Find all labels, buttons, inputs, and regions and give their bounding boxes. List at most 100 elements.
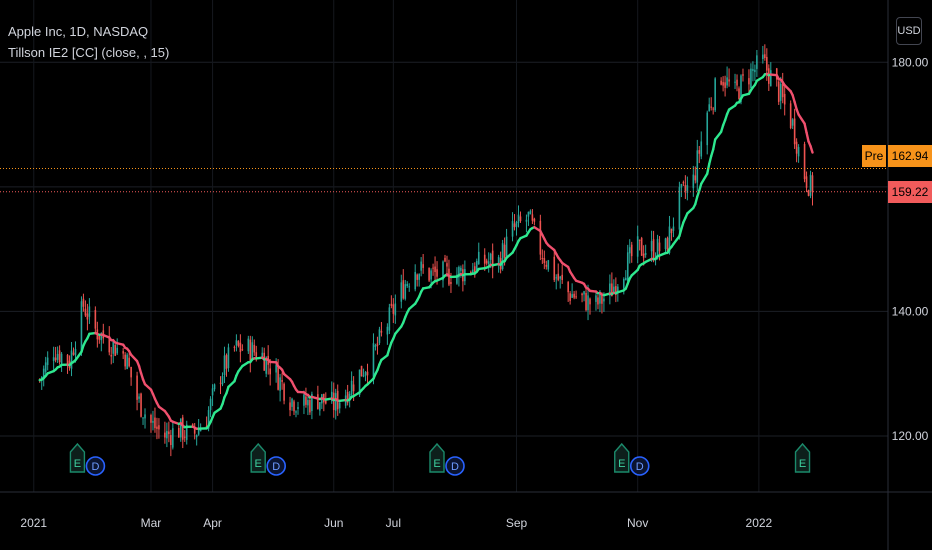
tillson-line: [38, 72, 814, 430]
candle-body: [491, 250, 494, 268]
tillson-segment: [783, 84, 792, 93]
candle-body: [418, 274, 420, 280]
candle-body: [664, 238, 667, 249]
candle-body: [116, 347, 119, 354]
candle-body: [567, 282, 569, 293]
candle-body: [803, 143, 806, 180]
earnings-letter: E: [433, 458, 440, 470]
candle-body: [420, 261, 422, 271]
candle-body: [571, 294, 573, 298]
candle-body: [736, 79, 738, 86]
earnings-marker: E: [614, 442, 630, 473]
tillson-segment: [672, 234, 681, 246]
pre-market-label: Pre: [862, 145, 886, 167]
candle-body: [762, 54, 764, 59]
candle-body: [630, 244, 633, 257]
candle-body: [754, 69, 756, 73]
candle-body: [195, 435, 198, 438]
candle-body: [769, 70, 772, 87]
tillson-segment: [143, 383, 153, 391]
candle-body: [295, 411, 297, 413]
candle-body: [547, 260, 550, 270]
candle-body: [609, 283, 611, 296]
candle-body: [390, 303, 393, 306]
candle-body: [177, 428, 180, 438]
candle-body: [698, 150, 701, 154]
tillson-segment: [129, 353, 139, 363]
candle-body: [110, 354, 113, 357]
tillson-segment: [793, 100, 798, 111]
candle-body: [54, 357, 57, 361]
candle-body: [422, 264, 424, 268]
candle-body: [720, 80, 722, 85]
candle-body: [416, 274, 418, 280]
x-axis: 2021 Mar Apr Jun Jul Sep Nov 2022: [20, 516, 772, 530]
dividend-marker: D: [266, 456, 287, 476]
candle-body: [460, 267, 462, 271]
dividend-letter: D: [91, 461, 99, 473]
tillson-segment: [708, 154, 713, 166]
candle-body: [529, 210, 532, 215]
candle-body: [519, 216, 522, 222]
candle-body: [601, 295, 603, 304]
candle-body: [483, 254, 486, 264]
tillson-segment: [366, 377, 375, 386]
currency-button[interactable]: USD: [896, 17, 922, 45]
candle-body: [432, 267, 434, 269]
candle-body: [706, 112, 709, 146]
candle-body: [408, 286, 411, 288]
candle-body: [531, 214, 534, 221]
candle-body: [219, 382, 222, 384]
candle-body: [239, 342, 242, 352]
candle-body: [376, 343, 379, 346]
candle-body: [458, 267, 460, 278]
candle-body: [348, 393, 351, 400]
earnings-icon: [69, 442, 86, 473]
candle-body: [658, 242, 661, 252]
tillson-segment: [227, 380, 236, 389]
dividend-marker: D: [85, 456, 106, 476]
earnings-marker: E: [69, 442, 86, 473]
candle-body: [360, 365, 363, 377]
candle-body: [291, 398, 293, 407]
candle-body: [442, 261, 444, 281]
candle-body: [750, 68, 752, 89]
candle-body: [525, 219, 528, 222]
candle-body: [728, 79, 730, 82]
earnings-icon: [794, 442, 811, 473]
candle-body: [581, 293, 583, 296]
candle-body: [694, 175, 697, 181]
candle-body: [366, 371, 369, 376]
candle-body: [164, 432, 166, 438]
candle-body: [475, 261, 478, 271]
candle-body: [446, 263, 448, 267]
candle-body: [170, 435, 172, 446]
candle-body: [700, 141, 703, 157]
candle-body: [611, 283, 613, 297]
candle-body: [807, 190, 810, 196]
candle-body: [505, 236, 508, 256]
candle-body: [672, 226, 675, 231]
candle-body: [362, 375, 365, 377]
candle-body: [553, 256, 556, 280]
candle-body: [650, 241, 653, 252]
indicator-legend[interactable]: Tillson IE2 [CC] (close, , 15): [8, 45, 170, 60]
candle-body: [394, 303, 397, 316]
candle-body: [364, 372, 367, 376]
candle-body: [545, 264, 548, 267]
candle-body: [197, 429, 200, 435]
y-axis: 120.00 140.00 180.00: [892, 55, 929, 443]
candle-body: [191, 424, 194, 426]
candle-body: [430, 270, 432, 280]
candle-body: [52, 357, 55, 361]
tillson-segment: [630, 268, 639, 277]
candle-body: [501, 243, 504, 270]
candle-body: [346, 391, 349, 403]
grid: [0, 0, 888, 492]
candle-body: [766, 56, 768, 71]
candle-body: [265, 357, 268, 374]
candle-body: [628, 247, 631, 254]
candle-body: [789, 103, 792, 129]
candle-body: [450, 281, 452, 284]
